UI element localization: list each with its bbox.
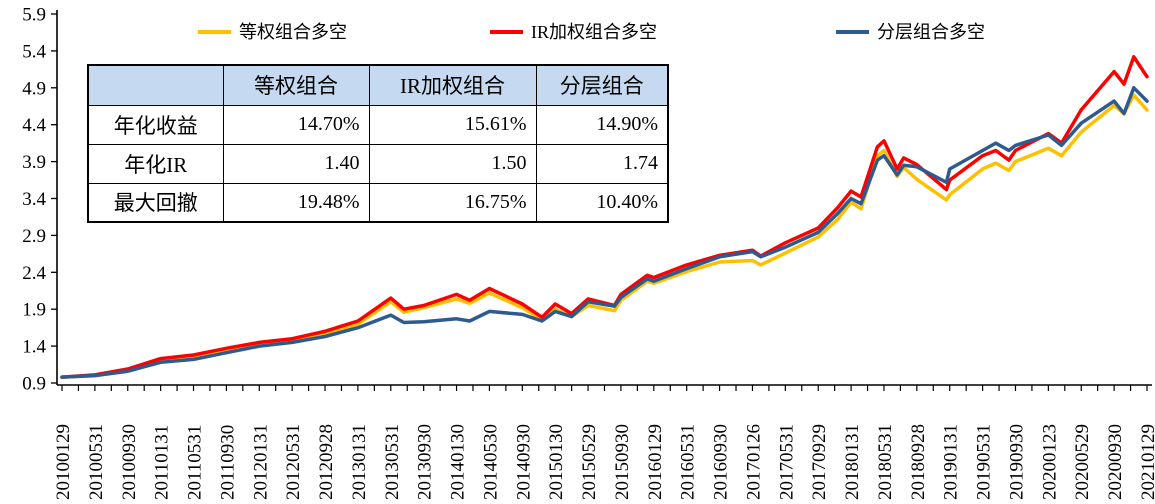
x-tick-label: 20170126 <box>743 424 764 500</box>
x-tick-label: 20150529 <box>579 424 600 500</box>
stats-header-cell <box>87 64 224 106</box>
x-tick-label: 20120928 <box>316 424 337 500</box>
y-tick-label: 2.9 <box>22 226 46 247</box>
x-tick-label: 20190131 <box>941 424 962 500</box>
x-tick-label: 20150930 <box>612 424 633 500</box>
stats-header-cell: 分层组合 <box>535 64 669 106</box>
stats-row-label: 最大回撤 <box>87 182 224 223</box>
x-tick-label: 20210129 <box>1138 424 1155 500</box>
series-line-等权组合多空 <box>60 93 1149 379</box>
chart-legend: 等权组合多空 IR加权组合多空 分层组合多空 <box>0 0 1155 46</box>
stats-table-container: 等权组合 IR加权组合 分层组合 年化收益 14.70% 15.61% 14.90% 年化I… <box>87 64 669 223</box>
x-tick-label: 20110131 <box>152 425 173 500</box>
legend-label: 分层组合多空 <box>877 22 985 42</box>
stats-value-cell: 14.70% <box>222 104 370 145</box>
legend-line-swatch <box>836 30 869 34</box>
stats-row: 年化收益 14.70% 15.61% 14.90% <box>87 104 669 145</box>
x-tick-label: 20200930 <box>1105 424 1126 500</box>
stats-value-cell: 19.48% <box>222 182 370 223</box>
y-tick-label: 1.9 <box>22 300 46 321</box>
x-tick-label: 20100129 <box>53 424 74 500</box>
y-tick-label: 5.4 <box>22 41 46 62</box>
x-tick-label: 20140930 <box>513 424 534 500</box>
stats-value-cell: 15.61% <box>368 104 537 145</box>
stats-table: 等权组合 IR加权组合 分层组合 年化收益 14.70% 15.61% 14.90% 年化I… <box>87 64 669 223</box>
y-tick-label: 3.9 <box>22 152 46 173</box>
x-tick-label: 20110531 <box>185 425 206 500</box>
stats-value-cell: 1.74 <box>535 143 669 184</box>
x-tick-label: 20100930 <box>119 424 140 500</box>
x-tick-label: 20190930 <box>1006 424 1027 500</box>
stats-value-cell: 1.50 <box>368 143 537 184</box>
x-tick-label: 20130531 <box>382 424 403 500</box>
x-tick-label: 20200123 <box>1039 424 1060 500</box>
y-tick-label: 5.9 <box>22 5 46 26</box>
legend-label: 等权组合多空 <box>239 22 347 42</box>
x-tick-label: 20160129 <box>645 424 666 500</box>
x-tick-label: 20140130 <box>448 424 469 500</box>
stats-table-header: 等权组合 IR加权组合 分层组合 <box>87 64 669 106</box>
stats-value-cell: 16.75% <box>368 182 537 223</box>
x-tick-label: 20180531 <box>875 424 896 500</box>
x-tick-label: 20170929 <box>809 424 830 500</box>
stats-header-cell: IR加权组合 <box>368 64 537 106</box>
stats-row-label: 年化收益 <box>87 104 224 145</box>
stats-row: 年化IR 1.40 1.50 1.74 <box>87 143 669 184</box>
x-tick-label: 20110930 <box>217 425 238 500</box>
series-line-IR加权组合多空 <box>60 55 1149 379</box>
stats-value-cell: 10.40% <box>535 182 669 223</box>
x-tick-label: 20140530 <box>480 424 501 500</box>
x-tick-label: 20100531 <box>86 424 107 500</box>
x-tick-label: 20180928 <box>908 424 929 500</box>
legend-item: 等权组合多空 <box>198 22 347 42</box>
y-tick-label: 2.4 <box>22 263 46 284</box>
x-tick-label: 20130930 <box>415 424 436 500</box>
legend-label: IR加权组合多空 <box>531 22 657 42</box>
y-tick-label: 4.9 <box>22 78 46 99</box>
stats-header-cell: 等权组合 <box>222 64 370 106</box>
stats-value-cell: 1.40 <box>222 143 370 184</box>
stats-row: 最大回撤 19.48% 16.75% 10.40% <box>87 182 669 223</box>
legend-line-swatch <box>490 30 523 34</box>
x-tick-label: 20160930 <box>711 424 732 500</box>
legend-item: 分层组合多空 <box>836 22 985 42</box>
x-tick-label: 20130131 <box>349 424 370 500</box>
x-tick-label: 20120131 <box>250 424 271 500</box>
y-tick-label: 3.4 <box>22 189 46 210</box>
stats-row-label: 年化IR <box>87 143 224 184</box>
x-tick-label: 20160531 <box>678 424 699 500</box>
x-tick-label: 20180131 <box>842 424 863 500</box>
x-tick-label: 20150130 <box>546 424 567 500</box>
legend-line-swatch <box>198 30 231 34</box>
y-tick-label: 1.4 <box>22 337 46 358</box>
legend-item: IR加权组合多空 <box>490 22 657 42</box>
x-tick-label: 20170531 <box>776 424 797 500</box>
y-tick-label: 4.4 <box>22 115 46 136</box>
stats-value-cell: 14.90% <box>535 104 669 145</box>
x-tick-label: 20200529 <box>1072 424 1093 500</box>
x-tick-label: 20190531 <box>974 424 995 500</box>
y-tick-label: 0.9 <box>22 374 46 395</box>
series-line-分层组合多空 <box>60 86 1149 379</box>
stats-table-body: 年化收益 14.70% 15.61% 14.90% 年化IR 1.40 1.50 1.74 最大… <box>87 104 669 223</box>
x-tick-label: 20120531 <box>283 424 304 500</box>
